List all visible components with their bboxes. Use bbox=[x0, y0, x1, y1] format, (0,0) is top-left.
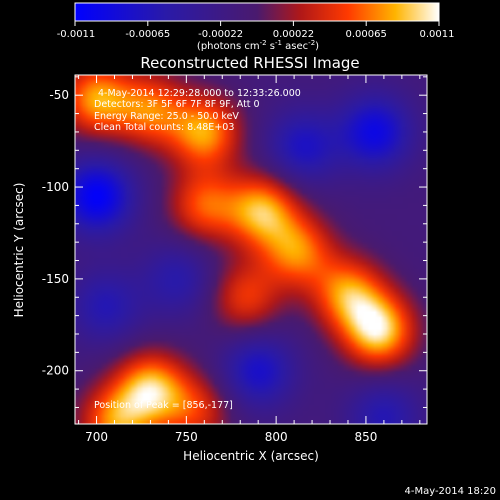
footer-timestamp: 4-May-2014 18:20 bbox=[404, 486, 496, 497]
plot-frame bbox=[74, 74, 428, 425]
colorbar-tick-label: -0.00065 bbox=[125, 29, 170, 40]
x-tick-label: 750 bbox=[175, 430, 198, 444]
x-tick-label: 800 bbox=[265, 430, 288, 444]
annotation-time-range: 4-May-2014 12:29:28.000 to 12:33:26.000 bbox=[98, 88, 301, 99]
annotation-detectors: Detectors: 3F 5F 6F 7F 8F 9F, Att 0 bbox=[94, 99, 260, 110]
image-plot-area bbox=[75, 75, 427, 424]
colorbar bbox=[74, 2, 440, 22]
colorbar-tick-label: -0.00022 bbox=[198, 29, 243, 40]
annotation-clean: Clean Total counts: 8.48E+03 bbox=[94, 122, 234, 133]
colorbar-unit-label: (photons cm-2 s-1 asec-2) bbox=[197, 39, 319, 52]
chart-title: Reconstructed RHESSI Image bbox=[140, 54, 359, 72]
annotation-peak: Position of Peak = [856,-177] bbox=[94, 400, 233, 411]
y-tick-label: -150 bbox=[42, 272, 69, 286]
y-tick-label: -100 bbox=[42, 180, 69, 194]
y-axis-label: Heliocentric Y (arcsec) bbox=[12, 183, 26, 318]
y-tick-label: -200 bbox=[42, 364, 69, 378]
colorbar-tick-label: 0.00065 bbox=[346, 29, 387, 40]
x-tick-label: 850 bbox=[354, 430, 377, 444]
x-axis-label: Heliocentric X (arcsec) bbox=[183, 449, 319, 463]
colorbar-tick-label: 0.00022 bbox=[273, 29, 314, 40]
axis-ticks: 700 750 800 850 -50 -100 -150 -200 bbox=[42, 75, 427, 444]
x-tick-label: 700 bbox=[85, 430, 108, 444]
annotation-energy: Energy Range: 25.0 - 50.0 keV bbox=[94, 111, 239, 122]
y-tick-label: -50 bbox=[49, 88, 69, 102]
colorbar-tick-label: 0.0011 bbox=[420, 29, 455, 40]
colorbar-tick-label: -0.0011 bbox=[57, 29, 96, 40]
colorbar-ticks: -0.0011 -0.00065 -0.00022 0.00022 0.00065 0.0… bbox=[57, 21, 455, 40]
rhessi-intensity-map bbox=[75, 75, 427, 424]
